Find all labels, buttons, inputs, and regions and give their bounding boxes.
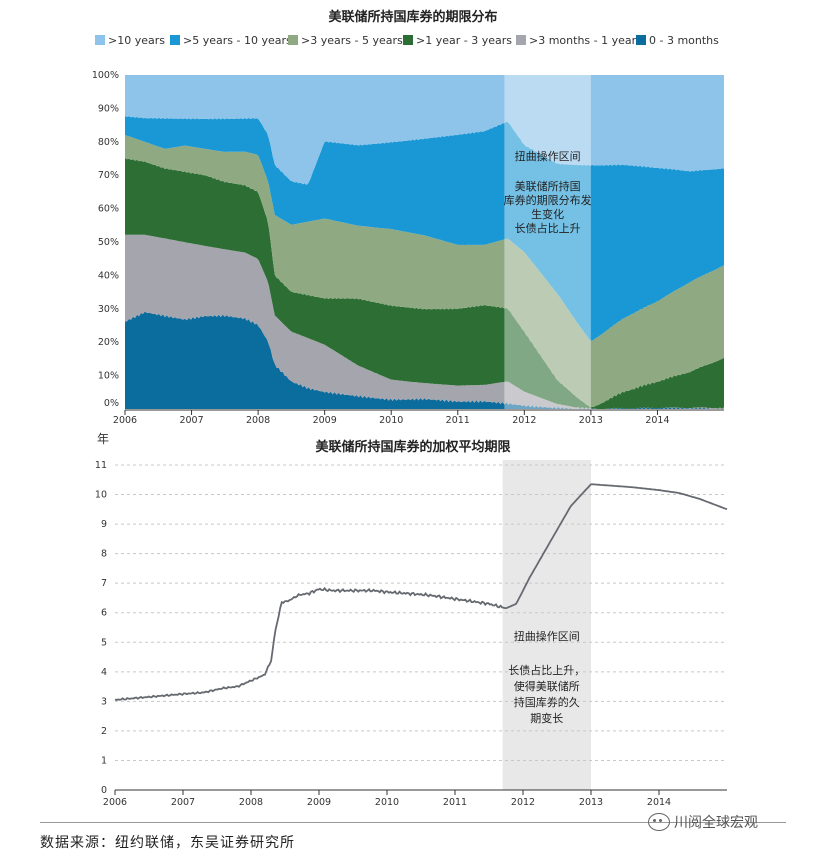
y-tick-label: 9 [101, 519, 107, 530]
y-tick-label: 7 [101, 578, 107, 589]
legend-label: 0 - 3 months [649, 34, 719, 47]
x-tick-label: 2012 [511, 797, 535, 808]
watermark: 川阅全球宏观 [648, 812, 758, 832]
area-series--3-months-1-year [125, 234, 724, 409]
area-series-0-3-months [125, 311, 724, 409]
shaded-region [502, 460, 591, 790]
x-tick-label: 2009 [307, 797, 331, 808]
x-tick-label: 2010 [375, 797, 399, 808]
shaded-annotation: 使得美联储所 [514, 679, 580, 693]
chart-title: 美联储所持国库券的期限分布 [328, 9, 497, 25]
x-tick-label: 2010 [379, 415, 403, 426]
y-tick-label: 5 [101, 637, 107, 648]
legend-label: >3 months - 1 year [529, 34, 637, 47]
legend-swatch [516, 35, 526, 45]
y-tick-label: 11 [95, 460, 107, 471]
legend-swatch [95, 35, 105, 45]
shaded-annotation: 扭曲操作区间 [514, 629, 580, 643]
y-tick-label: 1 [101, 755, 107, 766]
shaded-annotation: 库券的期限分布发 [504, 193, 592, 207]
area-series--1-year-3-years [125, 158, 724, 409]
y-tick-label: 2 [101, 726, 107, 737]
legend-label: >10 years [108, 34, 165, 47]
legend-label: >3 years - 5 years [301, 34, 403, 47]
y-tick-label: 0% [104, 398, 119, 409]
legend-swatch [636, 35, 646, 45]
y-tick-label: 100% [92, 70, 119, 81]
shaded-annotation: 长债占比上升， [508, 663, 585, 677]
legend-swatch [170, 35, 180, 45]
y-tick-label: 90% [98, 103, 119, 114]
legend-label: >5 years - 10 years [183, 34, 292, 47]
x-tick-label: 2007 [179, 415, 203, 426]
shaded-annotation: 期变长 [530, 711, 563, 725]
shaded-annotation: 长债占比上升 [515, 221, 581, 235]
y-tick-label: 60% [98, 204, 119, 215]
y-tick-label: 10 [95, 490, 107, 501]
chart-title: 美联储所持国库券的加权平均期限 [315, 439, 511, 455]
legend-swatch [403, 35, 413, 45]
y-tick-label: 50% [98, 237, 119, 248]
y-tick-label: 4 [101, 667, 107, 678]
maturity-distribution-chart: 美联储所持国库券的期限分布 >10 years >5 years - 10 year… [92, 9, 724, 426]
y-tick-label: 10% [98, 371, 119, 382]
x-tick-label: 2014 [647, 797, 671, 808]
shaded-annotation: 生变化 [531, 207, 564, 221]
x-tick-label: 2013 [579, 797, 603, 808]
x-tick-label: 2011 [446, 415, 470, 426]
x-tick-label: 2008 [239, 797, 263, 808]
x-tick-label: 2006 [113, 415, 137, 426]
x-tick-label: 2014 [645, 415, 669, 426]
area-series--5-years-10-years [125, 115, 724, 341]
y-tick-label: 80% [98, 137, 119, 148]
y-tick-label: 3 [101, 696, 107, 707]
shaded-annotation: 扭曲操作区间 [515, 149, 581, 163]
x-tick-label: 2006 [103, 797, 127, 808]
y-tick-label: 0 [101, 785, 107, 796]
y-tick-label: 20% [98, 337, 119, 348]
legend-swatch [288, 35, 298, 45]
y-tick-label: 8 [101, 549, 107, 560]
x-tick-label: 2007 [171, 797, 195, 808]
y-tick-label: 30% [98, 304, 119, 315]
x-tick-label: 2008 [246, 415, 270, 426]
area-series--10-years [125, 75, 724, 185]
x-tick-label: 2013 [579, 415, 603, 426]
watermark-text: 川阅全球宏观 [674, 815, 758, 831]
wechat-icon [648, 813, 670, 831]
data-source-note: 数据来源：纽约联储，东吴证券研究所 [40, 835, 295, 851]
footer-divider [40, 822, 786, 823]
shaded-annotation: 持国库券的久 [514, 695, 580, 709]
shaded-region [504, 75, 591, 409]
y-tick-label: 6 [101, 608, 107, 619]
y-axis-label: 年 [97, 432, 109, 446]
y-tick-label: 40% [98, 270, 119, 281]
y-tick-label: 70% [98, 170, 119, 181]
legend-label: >1 year - 3 years [416, 34, 512, 47]
x-tick-label: 2012 [512, 415, 536, 426]
series-line [114, 483, 728, 701]
shaded-annotation: 美联储所持国 [515, 179, 581, 193]
area-series--3-years-5-years [125, 134, 724, 408]
x-tick-label: 2011 [443, 797, 467, 808]
x-tick-label: 2009 [313, 415, 337, 426]
